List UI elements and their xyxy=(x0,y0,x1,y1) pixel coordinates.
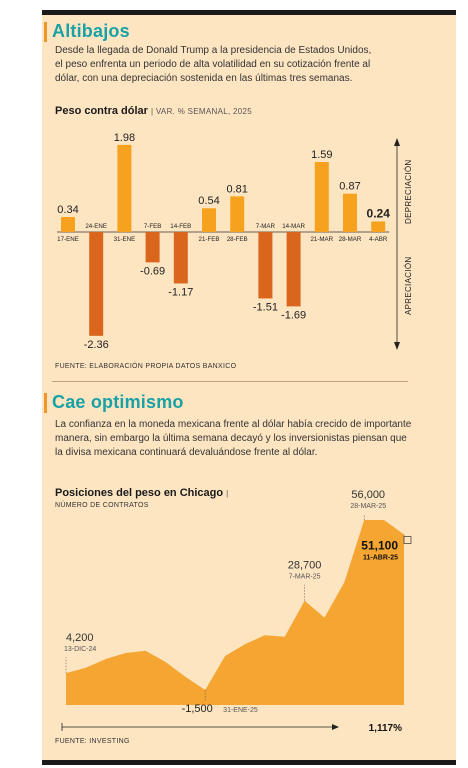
category-label: 7-FEB xyxy=(144,223,162,230)
category-label: 28-MAR xyxy=(339,236,362,243)
section-divider xyxy=(52,381,408,382)
appreciation-label: APRECIACIÓN xyxy=(404,257,413,315)
value-label: 0.81 xyxy=(226,183,247,195)
bar xyxy=(117,144,132,232)
section-intro-text: Desde la llegada de Donald Trump a la pr… xyxy=(55,45,372,84)
category-label: 17-ENE xyxy=(57,236,79,243)
bottom-rule xyxy=(42,760,456,765)
value-label: 0.34 xyxy=(57,204,78,216)
section-intro-text: La confianza en la moneda mexicana frent… xyxy=(55,419,412,458)
category-label: 21-MAR xyxy=(310,236,333,243)
bar xyxy=(202,208,216,232)
value-label: -1.17 xyxy=(168,286,193,298)
percent-change-indicator: 1,117% xyxy=(61,723,402,734)
bar xyxy=(286,232,301,307)
area-chart-source: FUENTE: INVESTING xyxy=(55,738,130,745)
value-label: 0.24 xyxy=(367,206,391,220)
category-label: 21-FEB xyxy=(199,236,220,243)
area-chart-title-text: Posiciones del peso en Chicago xyxy=(55,487,224,499)
category-label: 14-MAR xyxy=(282,223,305,230)
annotation-value: 56,000 xyxy=(351,489,385,501)
depreciation-appreciation-axis xyxy=(394,138,400,350)
annotation-value: -1,500 xyxy=(182,703,213,715)
weekly-change-bar-chart: 17-ENE 0.34 24-ENE -2.36 31-ENE 1.98 7-FEB -0.6… xyxy=(57,132,413,351)
bar xyxy=(61,217,75,232)
area-chart-title-separator: | xyxy=(226,489,229,498)
bar xyxy=(343,193,357,232)
category-label: 7-MAR xyxy=(256,223,276,230)
bar xyxy=(89,232,104,336)
section-title-altibajos: Altibajos xyxy=(52,21,130,41)
section-title-cae-optimismo: Cae optimismo xyxy=(52,392,184,412)
percent-change-value: 1,117% xyxy=(369,723,402,734)
category-label: 24-ENE xyxy=(85,223,107,230)
depreciation-label: DEPRECIACIÓN xyxy=(404,160,413,225)
category-label: 31-ENE xyxy=(114,236,136,243)
annotation-date: 13-DIC-24 xyxy=(64,646,96,653)
section-accent-bar xyxy=(44,22,47,42)
value-label: 1.59 xyxy=(311,149,332,161)
area-chart-title: Posiciones del peso en Chicago | xyxy=(55,487,229,499)
value-label: -0.69 xyxy=(140,265,165,277)
area-series xyxy=(66,520,404,705)
annotation-date: 31-ENE-25 xyxy=(223,707,258,714)
value-label: 1.98 xyxy=(114,132,135,144)
value-label: -1.69 xyxy=(281,309,306,321)
chicago-positions-area-chart: 4,200 13-DIC-24 -1,500 31-ENE-25 28,700 7-MAR… xyxy=(61,489,412,734)
annotation-value: 4,200 xyxy=(66,632,94,644)
annotation-value: 28,700 xyxy=(288,560,322,572)
value-label: 0.87 xyxy=(339,181,360,193)
value-label: -1.51 xyxy=(253,301,278,313)
bar-chart-title: Peso contra dólar | VAR. % SEMANAL, 2025 xyxy=(55,105,252,117)
value-label: 0.54 xyxy=(198,195,219,207)
annotation-date: 28-MAR-25 xyxy=(350,503,386,510)
top-rule xyxy=(42,10,456,15)
section-accent-bar xyxy=(44,393,47,413)
bar xyxy=(173,232,188,284)
value-label: -2.36 xyxy=(84,339,109,351)
area-chart-subtitle: NÚMERO DE CONTRATOS xyxy=(55,502,149,509)
category-label: 4-ABR xyxy=(369,236,388,243)
bar-chart-title-separator: | xyxy=(150,107,156,116)
bar xyxy=(314,162,329,232)
annotation-value: 51,100 xyxy=(361,538,398,552)
end-marker xyxy=(403,536,412,544)
category-label: 14-FEB xyxy=(170,223,191,230)
annotation-date: 11-ABR-25 xyxy=(363,554,398,561)
bar-chart-subtitle: VAR. % SEMANAL, 2025 xyxy=(155,107,253,116)
annotation-date: 7-MAR-25 xyxy=(289,574,321,581)
bar-chart-title-text: Peso contra dólar xyxy=(55,105,148,117)
bar xyxy=(145,232,160,263)
bar-chart-source: FUENTE: ELABORACIÓN PROPIA DATOS BANXICO xyxy=(55,363,237,370)
bar xyxy=(230,196,245,232)
bar xyxy=(258,232,273,299)
category-label: 28-FEB xyxy=(227,236,248,243)
bar xyxy=(371,221,386,232)
